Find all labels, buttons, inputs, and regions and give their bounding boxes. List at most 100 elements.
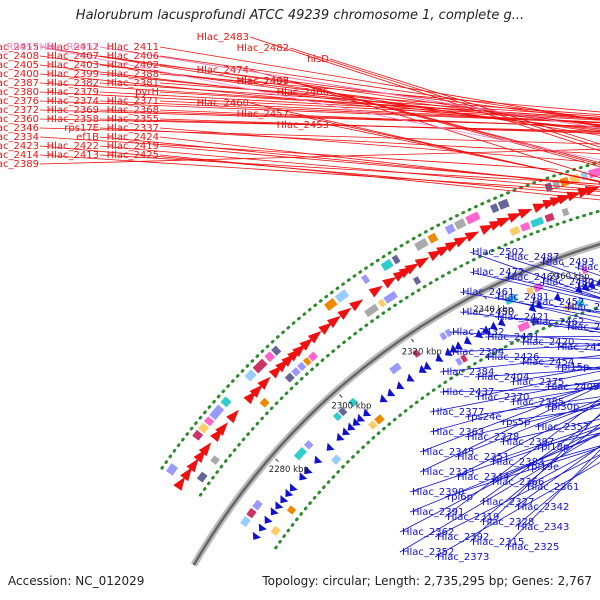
cog-color-block xyxy=(414,237,429,251)
plus-gene-arrow xyxy=(368,285,383,298)
cog-color-block xyxy=(291,367,301,377)
plus-gene-arrow xyxy=(173,476,186,491)
minus-gene-label: Hlac_2410 xyxy=(567,322,600,333)
minus-gene-arrow xyxy=(336,432,345,441)
minus-gene-label: Hlac_2432 xyxy=(452,327,504,338)
cog-color-block xyxy=(244,369,257,382)
plus-gene-leader xyxy=(159,46,600,121)
cog-color-block xyxy=(259,397,270,408)
cog-color-block xyxy=(209,404,225,421)
plus-gene-label: Hlac_2482 xyxy=(237,43,289,54)
cog-color-block xyxy=(465,211,481,225)
minus-gene-leader xyxy=(449,344,600,353)
plus-gene-label: Hlac_2369 xyxy=(47,105,99,116)
cog-color-block xyxy=(377,298,387,308)
minus-gene-leader xyxy=(504,449,600,548)
plus-gene-leader xyxy=(159,91,600,119)
minus-gene-leader xyxy=(514,445,600,508)
minus-gene-leader xyxy=(514,455,600,528)
minus-gene-label: Hlac_2319 xyxy=(447,512,499,523)
minus-gene-arrow xyxy=(423,361,432,370)
minus-gene-leader xyxy=(439,355,600,373)
plus-gene-label: Hlac_2467 xyxy=(237,76,289,87)
plus-gene-arrow xyxy=(382,276,397,289)
minus-gene-arrow xyxy=(258,523,267,532)
minus-gene-leader xyxy=(469,271,600,303)
plus-gene-label: Hlac_2466 xyxy=(277,87,329,98)
minus-gene-label: Hlac_2472 xyxy=(472,267,524,278)
cog-color-block xyxy=(252,499,263,511)
kbp-tick-mark xyxy=(275,458,279,463)
plus-gene-label: Hlac_2371 xyxy=(107,96,159,107)
minus-gene-leader xyxy=(484,335,600,338)
plus-gene-leader xyxy=(159,64,600,121)
minus-gene-label: Hlac_2352 xyxy=(402,547,454,558)
plus-gene-label: Hlac_2358 xyxy=(47,114,99,125)
minus-gene-leader xyxy=(419,383,600,453)
plus-gene-label: Hlac_2457 xyxy=(237,109,289,120)
cog-color-block xyxy=(338,407,348,417)
minus-gene-leader xyxy=(454,403,600,478)
minus-gene-leader xyxy=(479,414,600,503)
cog-color-block xyxy=(303,440,314,450)
plus-gene-leader xyxy=(39,136,558,170)
minus-gene-leader xyxy=(499,407,600,423)
plus-gene-arrow xyxy=(532,203,547,213)
leader-lines xyxy=(39,36,600,558)
plus-gene-leader xyxy=(39,91,600,121)
cog-color-block xyxy=(517,321,531,333)
plus-gene-arrow xyxy=(436,245,451,257)
plus-gene-label: Hlac_2483 xyxy=(197,32,249,43)
minus-gene-arrow xyxy=(553,292,562,302)
plus-gene-arrow xyxy=(186,458,199,473)
cog-color-block xyxy=(297,361,307,372)
plus-gene-arrow xyxy=(507,213,523,223)
plus-gene-arrow xyxy=(479,224,495,235)
kbp-ticks: 2280 kbp 2300 kbp 2320 kbp 2340 kbp 2360 kbp… xyxy=(269,261,589,475)
minus-gene-label: Hlac_2366 xyxy=(492,477,544,488)
minus-gene-leader xyxy=(494,316,600,324)
plus-gene-label: Hlac_2376 xyxy=(0,96,39,107)
plus-gene-label: rps17E xyxy=(64,123,99,134)
minus-gene-leader xyxy=(449,331,600,341)
cog-color-block xyxy=(391,254,401,265)
minus-gene-label: Hlac_2404 xyxy=(477,372,529,383)
plus-gene-leader xyxy=(39,100,600,124)
plus-gene-leader xyxy=(249,102,600,183)
plus-gene-leader xyxy=(99,154,600,185)
minus-gene-label: Hlac_2351 xyxy=(457,452,509,463)
minus-gene-leader xyxy=(459,311,600,330)
cog-color-block xyxy=(455,357,463,366)
plus-gene-leader xyxy=(289,80,600,178)
plus-gene-leader xyxy=(289,113,600,182)
plus-gene-leader xyxy=(159,82,600,116)
cog-color-block xyxy=(444,223,456,235)
minus-gene-arrow xyxy=(435,353,444,362)
plus-gene-arrow xyxy=(566,191,581,202)
cog-color-block xyxy=(460,354,468,363)
kbp-tick-mark xyxy=(410,338,415,343)
plus-gene-leader xyxy=(329,91,600,164)
cog-color-block xyxy=(324,298,338,311)
plus-gene-leader xyxy=(99,91,600,120)
plus-gene-leader xyxy=(329,58,600,145)
minus-gene-arrow xyxy=(444,347,453,357)
minus-gene-label: Hlac_2327 xyxy=(482,497,534,508)
plus-gene-label: hisD xyxy=(307,54,329,65)
plus-gene-arrow xyxy=(444,241,460,252)
plus-gene-arrow xyxy=(326,315,341,328)
plus-gene-label: Hlac_2334 xyxy=(0,132,39,143)
minus-gene-label: rps5p xyxy=(502,417,530,428)
plus-gene-label: Hlac_2422 xyxy=(47,141,99,152)
minus-gene-arrow xyxy=(289,483,298,492)
minus-gene-arrow xyxy=(463,336,472,345)
minus-gene-arrow xyxy=(342,427,351,436)
plus-gene-label: Hlac_2425 xyxy=(107,150,159,161)
minus-gene-leader xyxy=(474,370,600,398)
cog-color-block xyxy=(530,216,545,228)
minus-gene-label: Hlac_2328 xyxy=(482,517,534,528)
minus-gene-arrow xyxy=(347,422,356,431)
cog-color-block xyxy=(581,265,589,275)
plus-gene-arrow xyxy=(257,376,271,390)
minus-gene-arrow xyxy=(264,515,273,524)
